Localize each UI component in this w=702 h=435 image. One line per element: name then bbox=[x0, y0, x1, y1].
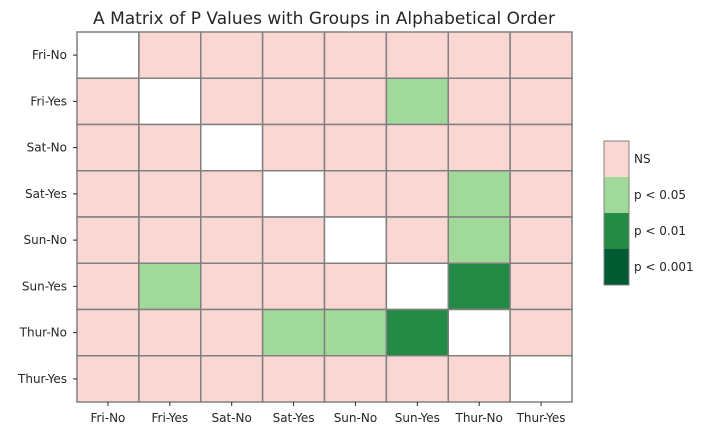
heatmap-cell-fri-no-sat-no bbox=[200, 31, 264, 79]
heatmap-cell-sat-no-sun-no bbox=[323, 123, 388, 172]
heatmap-cell-sat-yes-thur-no bbox=[447, 170, 511, 218]
heatmap-cell-fri-no-fri-yes bbox=[138, 31, 202, 79]
heatmap-cell-thur-no-fri-no bbox=[76, 308, 140, 357]
heatmap-cell-thur-yes-fri-yes bbox=[138, 355, 202, 403]
heatmap-cell-thur-yes-thur-yes bbox=[509, 355, 573, 403]
heatmap-cell-sat-no-fri-no bbox=[76, 123, 140, 172]
x-axis-tick-labels: Fri-No Fri-Yes Sat-No Sat-Yes Sun-No Sun-Yes T… bbox=[90, 402, 566, 425]
heatmap-cell-thur-no-fri-yes bbox=[138, 308, 202, 357]
heatmap-cell-fri-yes-fri-yes bbox=[138, 77, 202, 126]
y-tick-label-fri-yes: Fri-Yes bbox=[30, 94, 67, 108]
heatmap-cell-sun-yes-sun-yes bbox=[385, 262, 449, 311]
heatmap-cell-sat-yes-sat-yes bbox=[261, 170, 326, 218]
heatmap-cell-fri-no-thur-yes bbox=[509, 31, 573, 79]
x-tick-label-sun-no: Sun-No bbox=[334, 411, 377, 425]
heatmap-cell-fri-yes-thur-no bbox=[447, 77, 511, 126]
heatmap-cell-thur-no-thur-no bbox=[447, 308, 511, 357]
heatmap-cell-sun-yes-fri-yes bbox=[138, 262, 202, 311]
y-tick-label-sun-yes: Sun-Yes bbox=[22, 279, 67, 293]
heatmap-cell-fri-yes-thur-yes bbox=[509, 77, 573, 126]
legend-swatch-p-0-001 bbox=[604, 249, 629, 285]
y-tick-label-sat-yes: Sat-Yes bbox=[25, 187, 67, 201]
legend-label-p-0-001: p < 0.001 bbox=[634, 260, 694, 274]
x-tick-label-sun-yes: Sun-Yes bbox=[395, 411, 440, 425]
heatmap-cell-fri-yes-sun-yes bbox=[385, 77, 449, 126]
heatmap-cell-sun-no-sun-no bbox=[323, 216, 388, 264]
heatmap-cell-sat-no-thur-no bbox=[447, 123, 511, 172]
heatmap-cells bbox=[76, 31, 573, 403]
heatmap-cell-thur-yes-sun-yes bbox=[385, 355, 449, 403]
heatmap-cell-sun-no-thur-no bbox=[447, 216, 511, 264]
heatmap-cell-sun-no-fri-yes bbox=[138, 216, 202, 264]
y-tick-label-sun-no: Sun-No bbox=[24, 233, 67, 247]
y-axis-tick-labels: Fri-No Fri-Yes Sat-No Sat-Yes Sun-No Sun-Yes T… bbox=[17, 48, 77, 386]
x-tick-label-fri-no: Fri-No bbox=[90, 411, 125, 425]
heatmap-cell-thur-yes-fri-no bbox=[76, 355, 140, 403]
heatmap-cell-fri-no-sun-yes bbox=[385, 31, 449, 79]
heatmap-cell-fri-no-fri-no bbox=[76, 31, 140, 79]
heatmap-cell-sat-yes-sat-no bbox=[200, 170, 264, 218]
legend-label-p-0-01: p < 0.01 bbox=[634, 224, 686, 238]
heatmap-cell-sun-no-sun-yes bbox=[385, 216, 449, 264]
heatmap-cell-sat-yes-fri-yes bbox=[138, 170, 202, 218]
y-tick-label-fri-no: Fri-No bbox=[32, 48, 67, 62]
heatmap-cell-thur-no-sun-no bbox=[323, 308, 388, 357]
legend-swatch-p-0-05 bbox=[604, 177, 629, 213]
heatmap-cell-thur-no-sun-yes bbox=[385, 308, 449, 357]
legend-label-p-0-05: p < 0.05 bbox=[634, 188, 686, 202]
y-tick-label-thur-yes: Thur-Yes bbox=[17, 372, 67, 386]
heatmap-cell-sat-yes-sun-yes bbox=[385, 170, 449, 218]
heatmap-cell-thur-no-sat-no bbox=[200, 308, 264, 357]
x-tick-label-sat-no: Sat-No bbox=[212, 411, 252, 425]
heatmap-cell-sun-yes-thur-yes bbox=[509, 262, 573, 311]
legend-swatch-p-0-01 bbox=[604, 213, 629, 249]
x-tick-label-fri-yes: Fri-Yes bbox=[152, 411, 189, 425]
x-tick-label-sat-yes: Sat-Yes bbox=[273, 411, 315, 425]
legend-swatch-ns bbox=[604, 141, 629, 177]
y-tick-label-sat-no: Sat-No bbox=[27, 141, 67, 155]
heatmap-cell-sat-no-sat-no bbox=[200, 123, 264, 172]
heatmap-cell-sun-no-sat-no bbox=[200, 216, 264, 264]
heatmap-cell-thur-no-thur-yes bbox=[509, 308, 573, 357]
legend-label-ns: NS bbox=[634, 152, 651, 166]
heatmap-cell-sun-yes-sat-no bbox=[200, 262, 264, 311]
heatmap-cell-thur-yes-sat-yes bbox=[261, 355, 326, 403]
heatmap-cell-thur-yes-sat-no bbox=[200, 355, 264, 403]
heatmap-cell-sun-no-thur-yes bbox=[509, 216, 573, 264]
heatmap-cell-sat-yes-thur-yes bbox=[509, 170, 573, 218]
heatmap-cell-sun-no-fri-no bbox=[76, 216, 140, 264]
heatmap-cell-fri-no-sat-yes bbox=[261, 31, 326, 79]
y-tick-label-thur-no: Thur-No bbox=[19, 326, 67, 340]
heatmap-cell-sun-yes-sun-no bbox=[323, 262, 388, 311]
heatmap-cell-fri-yes-sat-yes bbox=[261, 77, 326, 126]
heatmap-cell-sat-no-sun-yes bbox=[385, 123, 449, 172]
heatmap-cell-thur-yes-sun-no bbox=[323, 355, 388, 403]
chart-title: A Matrix of P Values with Groups in Alph… bbox=[93, 9, 555, 29]
heatmap-cell-fri-yes-sat-no bbox=[200, 77, 264, 126]
heatmap-cell-thur-no-sat-yes bbox=[261, 308, 326, 357]
heatmap-cell-fri-yes-fri-no bbox=[76, 77, 140, 126]
heatmap-cell-sat-no-sat-yes bbox=[261, 123, 326, 172]
heatmap-cell-sat-no-thur-yes bbox=[509, 123, 573, 172]
heatmap-cell-fri-yes-sun-no bbox=[323, 77, 388, 126]
heatmap-cell-fri-no-sun-no bbox=[323, 31, 388, 79]
heatmap-cell-sat-yes-sun-no bbox=[323, 170, 388, 218]
x-tick-label-thur-yes: Thur-Yes bbox=[516, 411, 566, 425]
heatmap-cell-sun-yes-sat-yes bbox=[261, 262, 326, 311]
heatmap-cell-fri-no-thur-no bbox=[447, 31, 511, 79]
legend-frame bbox=[603, 140, 630, 286]
heatmap-cell-sun-yes-thur-no bbox=[447, 262, 511, 311]
heatmap-cell-sun-yes-fri-no bbox=[76, 262, 140, 311]
heatmap-cell-sat-no-fri-yes bbox=[138, 123, 202, 172]
x-tick-label-thur-no: Thur-No bbox=[455, 411, 503, 425]
colorbar-legend: NS p < 0.05 p < 0.01 p < 0.001 bbox=[603, 140, 694, 286]
heatmap-cell-sat-yes-fri-no bbox=[76, 170, 140, 218]
heatmap-cell-sun-no-sat-yes bbox=[261, 216, 326, 264]
heatmap-cell-thur-yes-thur-no bbox=[447, 355, 511, 403]
